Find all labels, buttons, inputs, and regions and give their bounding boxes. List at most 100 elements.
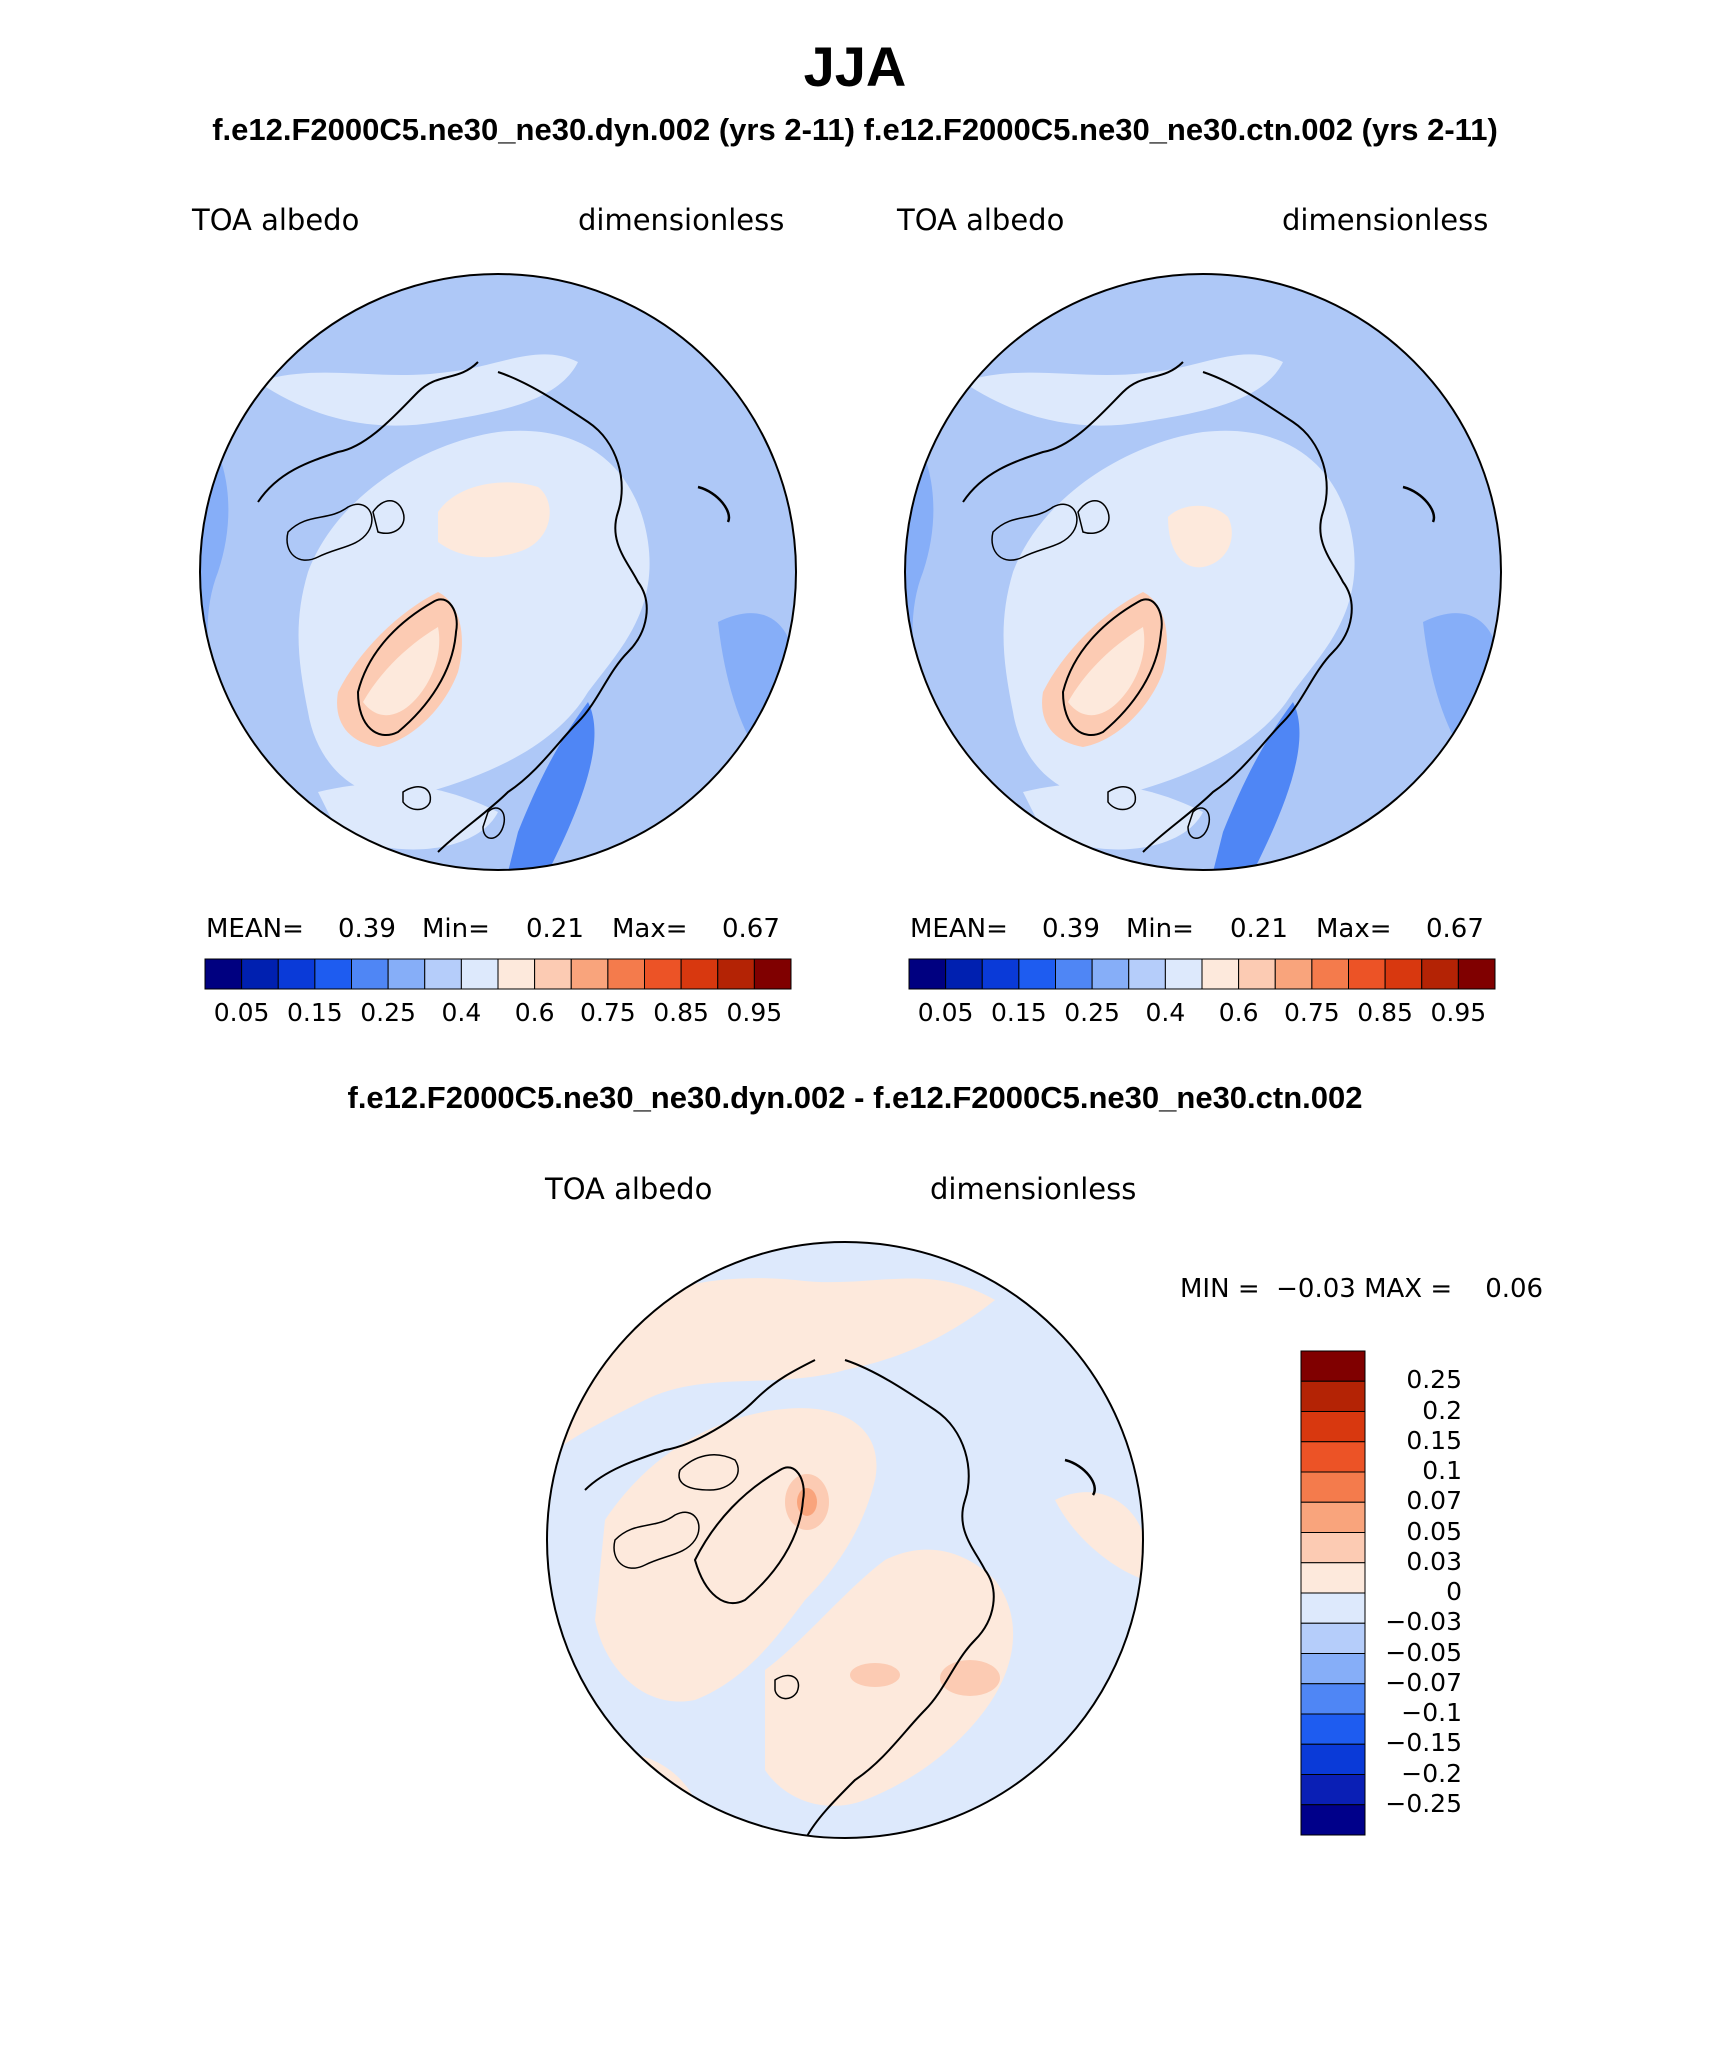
diff-variable-label: TOA albedo xyxy=(545,1172,713,1206)
colorbar-swatch xyxy=(1300,1713,1366,1745)
colorbar-swatch xyxy=(1238,958,1276,990)
panel2-min-value: 0.21 xyxy=(1230,914,1288,944)
colorbar-tick-label: 0.95 xyxy=(726,998,783,1027)
colorbar-swatch xyxy=(1300,1532,1366,1564)
colorbar-tick-label: −0.1 xyxy=(1401,1698,1462,1727)
colorbar-swatch xyxy=(680,958,719,990)
colorbar-tick-label: 0.6 xyxy=(1218,998,1259,1027)
colorbar-swatch xyxy=(1300,1592,1366,1624)
coastline xyxy=(1107,786,1137,811)
low-albedo-region xyxy=(1213,702,1300,870)
coastline xyxy=(584,1359,995,1838)
positive-region xyxy=(1055,1492,1143,1580)
panel1-min-label: Min= xyxy=(422,914,490,944)
colorbar-swatch xyxy=(1128,958,1166,990)
colorbar-swatch xyxy=(1274,958,1313,990)
colorbar-swatch xyxy=(1055,958,1093,990)
colorbar-tick-label: −0.07 xyxy=(1385,1667,1462,1697)
colorbar-tick-label: 0.03 xyxy=(1406,1546,1462,1576)
map-panel2 xyxy=(904,273,1502,871)
panel2-min-label: Min= xyxy=(1126,914,1194,944)
colorbar-tick-label: 0.05 xyxy=(1406,1516,1462,1546)
positive-anomaly xyxy=(797,1488,817,1516)
colorbar-swatch xyxy=(717,958,755,990)
colorbar-tick-label: −0.05 xyxy=(1385,1637,1462,1667)
colorbar-tick-label: 0.4 xyxy=(441,998,482,1027)
colorbar-swatch xyxy=(1421,958,1459,990)
colorbar-swatch xyxy=(497,958,536,990)
panel2-mean-label: MEAN= xyxy=(910,914,1008,944)
colorbar-swatch xyxy=(1018,958,1056,990)
panel2-mean-value: 0.39 xyxy=(1042,914,1100,944)
colorbar-tick-label: −0.25 xyxy=(1385,1788,1462,1818)
colorbar-swatch xyxy=(607,958,645,990)
colorbar-swatch xyxy=(1311,958,1349,990)
colorbar-tick-label: 0.2 xyxy=(1422,1395,1462,1425)
colorbar-swatch xyxy=(424,958,462,990)
subtitle-difference: f.e12.F2000C5.ne30_ne30.dyn.002 - f.e12.… xyxy=(347,1080,1363,1115)
colorbar-tick-label: 0.15 xyxy=(1406,1425,1462,1455)
colorbar-swatch xyxy=(1300,1683,1366,1715)
colorbar-tick-label: 0.85 xyxy=(1357,998,1413,1027)
diff-min-max-text: MIN = −0.03 MAX = 0.06 xyxy=(1180,1274,1544,1304)
coastline xyxy=(962,361,1353,853)
sea-ice-region xyxy=(318,783,498,850)
panel1-mean-value: 0.39 xyxy=(338,914,396,944)
colorbar-tick-label: 0.05 xyxy=(213,998,270,1027)
coastline xyxy=(774,1674,800,1700)
colorbar-swatch xyxy=(1300,1774,1366,1806)
colorbar-difference xyxy=(1300,1350,1366,1836)
colorbar-swatch xyxy=(1384,958,1423,990)
panel1-variable-label: TOA albedo xyxy=(192,203,360,237)
colorbar-tick-label: 0.25 xyxy=(1406,1365,1462,1395)
greenland-region xyxy=(363,627,440,716)
colorbar-tick-label: 0.05 xyxy=(917,998,974,1027)
figure-title: JJA xyxy=(803,35,907,98)
colorbar-swatch xyxy=(753,958,792,990)
coastline xyxy=(1064,1458,1096,1496)
colorbar-swatch xyxy=(351,958,389,990)
subtitle-cases: f.e12.F2000C5.ne30_ne30.dyn.002 (yrs 2-1… xyxy=(212,112,1498,147)
colorbar-tick-label: 0.6 xyxy=(514,998,555,1027)
colorbar-tick-label: 0.4 xyxy=(1145,998,1186,1027)
coastline xyxy=(991,503,1078,561)
colorbar-swatch xyxy=(1300,1562,1366,1594)
positive-anomaly xyxy=(940,1660,1000,1696)
colorbar-tick-label: 0.07 xyxy=(1406,1486,1462,1516)
coastline xyxy=(372,500,405,534)
colorbar-swatch xyxy=(1091,958,1130,990)
colorbar-swatch xyxy=(1300,1380,1366,1412)
colorbar-swatch xyxy=(981,958,1020,990)
coastline xyxy=(286,503,373,561)
map-boundary xyxy=(904,273,1502,871)
panel1-min-value: 0.21 xyxy=(526,914,584,944)
colorbar-swatch xyxy=(1201,958,1240,990)
panel2-max-value: 0.67 xyxy=(1426,914,1484,944)
colorbar-panel2 xyxy=(908,958,1496,990)
colorbar-panel1 xyxy=(204,958,792,990)
colorbar-tick-label: 0 xyxy=(1446,1577,1462,1606)
coastline xyxy=(613,1511,700,1569)
panel2-max-label: Max= xyxy=(1316,914,1392,944)
panel1-max-label: Max= xyxy=(612,914,688,944)
colorbar-swatch xyxy=(1300,1804,1366,1836)
colorbar-tick-label: 0.95 xyxy=(1430,998,1487,1027)
colorbar-swatch xyxy=(1300,1441,1366,1473)
colorbar-tick-label: −0.2 xyxy=(1401,1758,1462,1788)
colorbar-swatch xyxy=(1300,1653,1366,1685)
coastline xyxy=(678,1454,739,1491)
colorbar-tick-label: −0.15 xyxy=(1385,1728,1462,1758)
colorbar-tick-label: 0.75 xyxy=(1284,998,1340,1027)
panel1-units-label: dimensionless xyxy=(578,203,785,237)
colorbar-swatch xyxy=(1164,958,1203,990)
map-panel1 xyxy=(199,273,797,871)
colorbar-tick-label: −0.03 xyxy=(1385,1607,1462,1637)
map-boundary xyxy=(199,273,797,871)
colorbar-swatch xyxy=(204,958,243,990)
coastline xyxy=(693,1466,805,1605)
colorbar-swatch xyxy=(1300,1501,1366,1533)
diff-units-label: dimensionless xyxy=(930,1172,1137,1206)
sea-ice-region xyxy=(1023,783,1203,850)
map-boundary xyxy=(546,1241,1144,1839)
colorbar-swatch xyxy=(570,958,609,990)
